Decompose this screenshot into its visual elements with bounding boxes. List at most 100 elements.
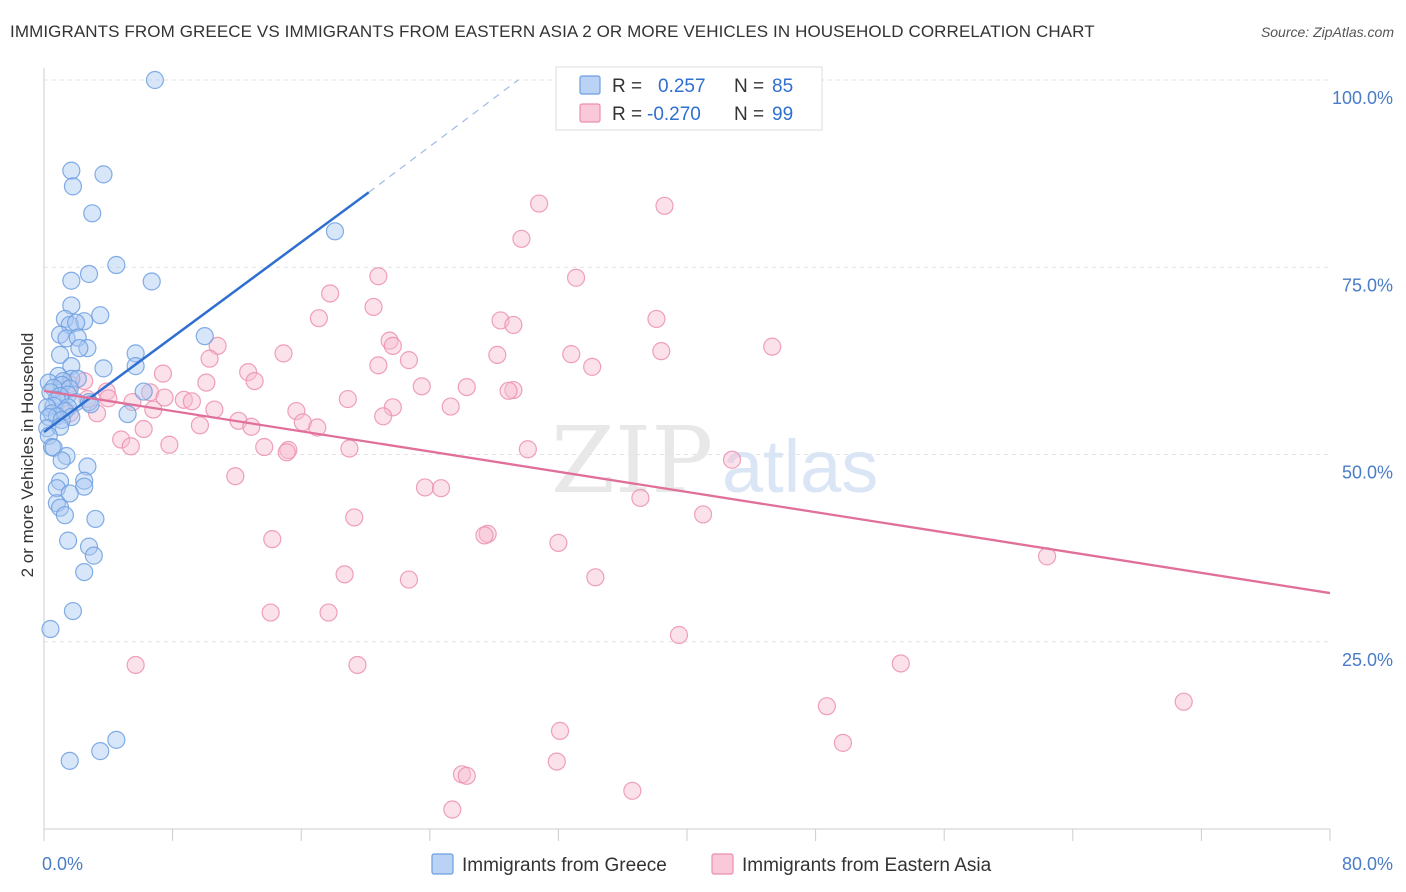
eastern-asia-point-5 xyxy=(566,268,586,287)
eastern-asia-point-3 xyxy=(512,229,531,248)
eastern-asia-point-24 xyxy=(239,363,258,382)
y-axis-label: 2 or more Vehicles in Household xyxy=(18,333,37,578)
eastern-asia-point-74 xyxy=(549,533,568,552)
stats-legend: R = 0.257 N = 85 R = -0.270 N = 99 xyxy=(555,66,823,131)
eastern-asia-point-20 xyxy=(200,349,219,368)
series-legend-swatch-greece xyxy=(431,853,454,875)
eastern-asia-point-38 xyxy=(338,389,357,409)
eastern-asia-point-18 xyxy=(562,345,581,364)
eastern-asia-point-54 xyxy=(134,419,153,439)
greece-point-77 xyxy=(91,742,110,761)
trend-line-greece xyxy=(43,191,370,434)
greece-point-75 xyxy=(41,619,60,639)
eastern-asia-point-59 xyxy=(121,437,140,456)
greece-point-24 xyxy=(94,359,113,378)
eastern-asia-point-88 xyxy=(550,721,570,740)
greece-point-3 xyxy=(94,165,113,184)
y-tick-label-100: 100.0% xyxy=(1332,88,1393,108)
greece-point-8 xyxy=(142,272,161,291)
greece-point-11 xyxy=(91,306,110,325)
legend-swatch-eastern-asia xyxy=(579,103,601,123)
eastern-asia-point-73 xyxy=(475,526,494,545)
eastern-asia-point-17 xyxy=(488,345,507,364)
eastern-asia-point-41 xyxy=(155,388,174,407)
greece-point-72 xyxy=(84,546,103,565)
eastern-asia-point-29 xyxy=(457,377,476,397)
trend-lines xyxy=(43,79,1331,595)
eastern-asia-point-1 xyxy=(530,194,549,213)
eastern-asia-point-7 xyxy=(364,297,383,317)
eastern-asia-point-12 xyxy=(380,331,399,350)
eastern-asia-point-30 xyxy=(412,377,431,396)
eastern-asia-point-94 xyxy=(457,766,476,785)
eastern-asia-point-61 xyxy=(340,439,359,458)
eastern-asia-point-23 xyxy=(583,357,602,376)
eastern-asia-point-90 xyxy=(547,752,566,771)
eastern-asia-point-25 xyxy=(153,364,173,383)
greece-point-19 xyxy=(195,327,214,346)
greece-point-15 xyxy=(67,313,86,332)
eastern-asia-point-16 xyxy=(274,344,293,363)
y-tick-labels: 100.0% 75.0% 50.0% 25.0% xyxy=(1332,88,1393,670)
eastern-asia-point-66 xyxy=(226,467,245,486)
eastern-asia-point-69 xyxy=(631,488,650,508)
y-tick-label-50: 50.0% xyxy=(1342,463,1393,483)
chart-title: IMMIGRANTS FROM GREECE VS IMMIGRANTS FRO… xyxy=(10,22,1095,41)
legend-r-label-eastern-asia: R = xyxy=(612,104,642,125)
eastern-asia-point-58 xyxy=(160,435,179,454)
eastern-asia-point-77 xyxy=(335,565,354,584)
watermark: ZIP atlas xyxy=(551,407,878,514)
eastern-asia-point-70 xyxy=(693,505,713,524)
legend-r-value-greece: 0.257 xyxy=(658,76,706,97)
greece-point-22 xyxy=(50,345,70,364)
legend-n-label-greece: N = xyxy=(734,76,764,97)
eastern-asia-point-40 xyxy=(182,392,201,411)
x-tick-label-min: 0.0% xyxy=(42,854,83,874)
eastern-asia-point-80 xyxy=(261,603,280,622)
eastern-asia-point-81 xyxy=(319,603,338,622)
eastern-asia-point-78 xyxy=(399,570,419,589)
eastern-asia-point-82 xyxy=(669,625,689,645)
eastern-asia-point-68 xyxy=(431,479,451,498)
x-tick-labels: 0.0% 80.0% xyxy=(42,854,1393,874)
greece-point-49 xyxy=(118,404,137,424)
eastern-asia-point-34 xyxy=(499,381,518,400)
eastern-asia-point-50 xyxy=(374,407,393,426)
eastern-asia-point-4 xyxy=(369,267,388,286)
eastern-asia-point-48 xyxy=(287,401,306,421)
greece-point-21 xyxy=(70,339,89,358)
eastern-asia-point-21 xyxy=(399,351,419,370)
eastern-asia-point-79 xyxy=(586,568,605,587)
greece-point-5 xyxy=(325,222,345,241)
greece-point-4 xyxy=(83,204,102,223)
eastern-asia-point-6 xyxy=(321,284,340,303)
y-tick-label-25: 25.0% xyxy=(1342,650,1393,670)
eastern-asia-point-56 xyxy=(308,418,327,437)
eastern-asia-point-57 xyxy=(112,430,131,449)
trend-line-eastern-asia xyxy=(43,389,1331,595)
series-legend-swatch-eastern-asia xyxy=(711,853,734,875)
greece-point-71 xyxy=(79,537,99,556)
greece-point-43 xyxy=(44,396,63,415)
eastern-asia-point-87 xyxy=(1174,692,1193,711)
greece-point-69 xyxy=(86,509,105,529)
series-legend-label-eastern-asia: Immigrants from Eastern Asia xyxy=(742,855,992,876)
eastern-asia-point-64 xyxy=(518,440,537,459)
legend-n-value-eastern-asia: 99 xyxy=(772,104,793,125)
eastern-asia-point-26 xyxy=(245,371,264,391)
greece-point-0 xyxy=(145,70,165,90)
trend-line-greece-extension xyxy=(368,79,519,193)
greece-point-65 xyxy=(60,484,79,503)
eastern-asia-point-10 xyxy=(647,309,666,329)
eastern-asia-point-75 xyxy=(263,530,282,549)
eastern-asia-point-15 xyxy=(763,337,782,356)
greece-point-73 xyxy=(75,562,94,582)
eastern-asia-point-2 xyxy=(655,196,674,215)
eastern-asia-point-71 xyxy=(345,508,364,527)
eastern-asia-point-43 xyxy=(441,397,460,416)
greece-point-7 xyxy=(79,264,99,284)
greece-point-68 xyxy=(55,506,74,525)
greece-point-2 xyxy=(63,177,83,196)
eastern-asia-point-55 xyxy=(242,417,261,436)
